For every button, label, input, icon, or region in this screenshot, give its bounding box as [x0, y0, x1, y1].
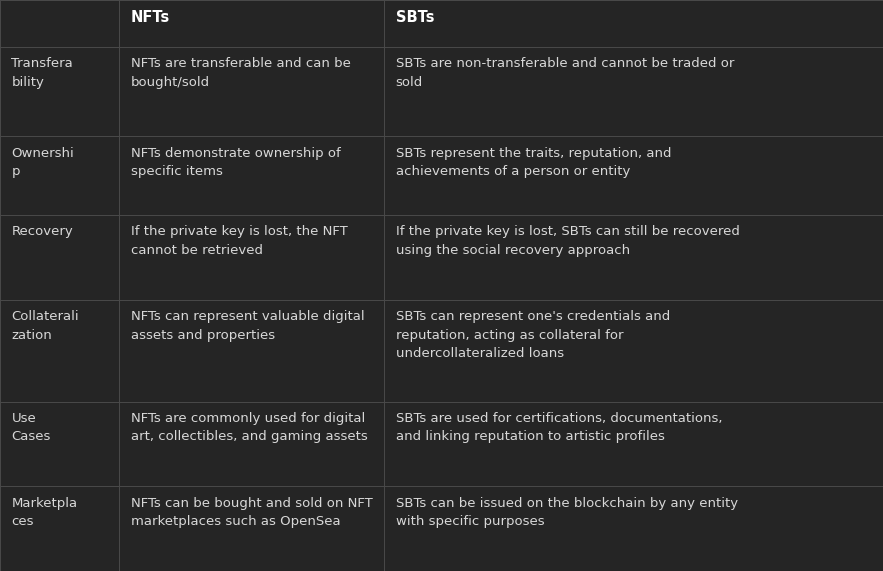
Text: SBTs represent the traits, reputation, and
achievements of a person or entity: SBTs represent the traits, reputation, a…: [396, 147, 671, 178]
Text: SBTs can be issued on the blockchain by any entity
with specific purposes: SBTs can be issued on the blockchain by …: [396, 497, 737, 528]
Text: Ownershi
p: Ownershi p: [11, 147, 74, 178]
Text: SBTs are used for certifications, documentations,
and linking reputation to arti: SBTs are used for certifications, docume…: [396, 412, 722, 443]
Text: Transfera
bility: Transfera bility: [11, 57, 73, 89]
Text: Marketpla
ces: Marketpla ces: [11, 497, 78, 528]
Text: SBTs: SBTs: [396, 10, 434, 25]
Text: NFTs: NFTs: [131, 10, 170, 25]
Text: If the private key is lost, SBTs can still be recovered
using the social recover: If the private key is lost, SBTs can sti…: [396, 226, 739, 257]
Text: NFTs demonstrate ownership of
specific items: NFTs demonstrate ownership of specific i…: [131, 147, 341, 178]
Text: NFTs can be bought and sold on NFT
marketplaces such as OpenSea: NFTs can be bought and sold on NFT marke…: [131, 497, 373, 528]
Text: NFTs are commonly used for digital
art, collectibles, and gaming assets: NFTs are commonly used for digital art, …: [131, 412, 367, 443]
Text: NFTs can represent valuable digital
assets and properties: NFTs can represent valuable digital asse…: [131, 310, 365, 341]
Text: SBTs can represent one's credentials and
reputation, acting as collateral for
un: SBTs can represent one's credentials and…: [396, 310, 670, 360]
Text: NFTs are transferable and can be
bought/sold: NFTs are transferable and can be bought/…: [131, 57, 351, 89]
Text: If the private key is lost, the NFT
cannot be retrieved: If the private key is lost, the NFT cann…: [131, 226, 347, 257]
Text: Recovery: Recovery: [11, 226, 73, 238]
Text: SBTs are non-transferable and cannot be traded or
sold: SBTs are non-transferable and cannot be …: [396, 57, 734, 89]
Text: Use
Cases: Use Cases: [11, 412, 51, 443]
Text: Collaterali
zation: Collaterali zation: [11, 310, 79, 341]
